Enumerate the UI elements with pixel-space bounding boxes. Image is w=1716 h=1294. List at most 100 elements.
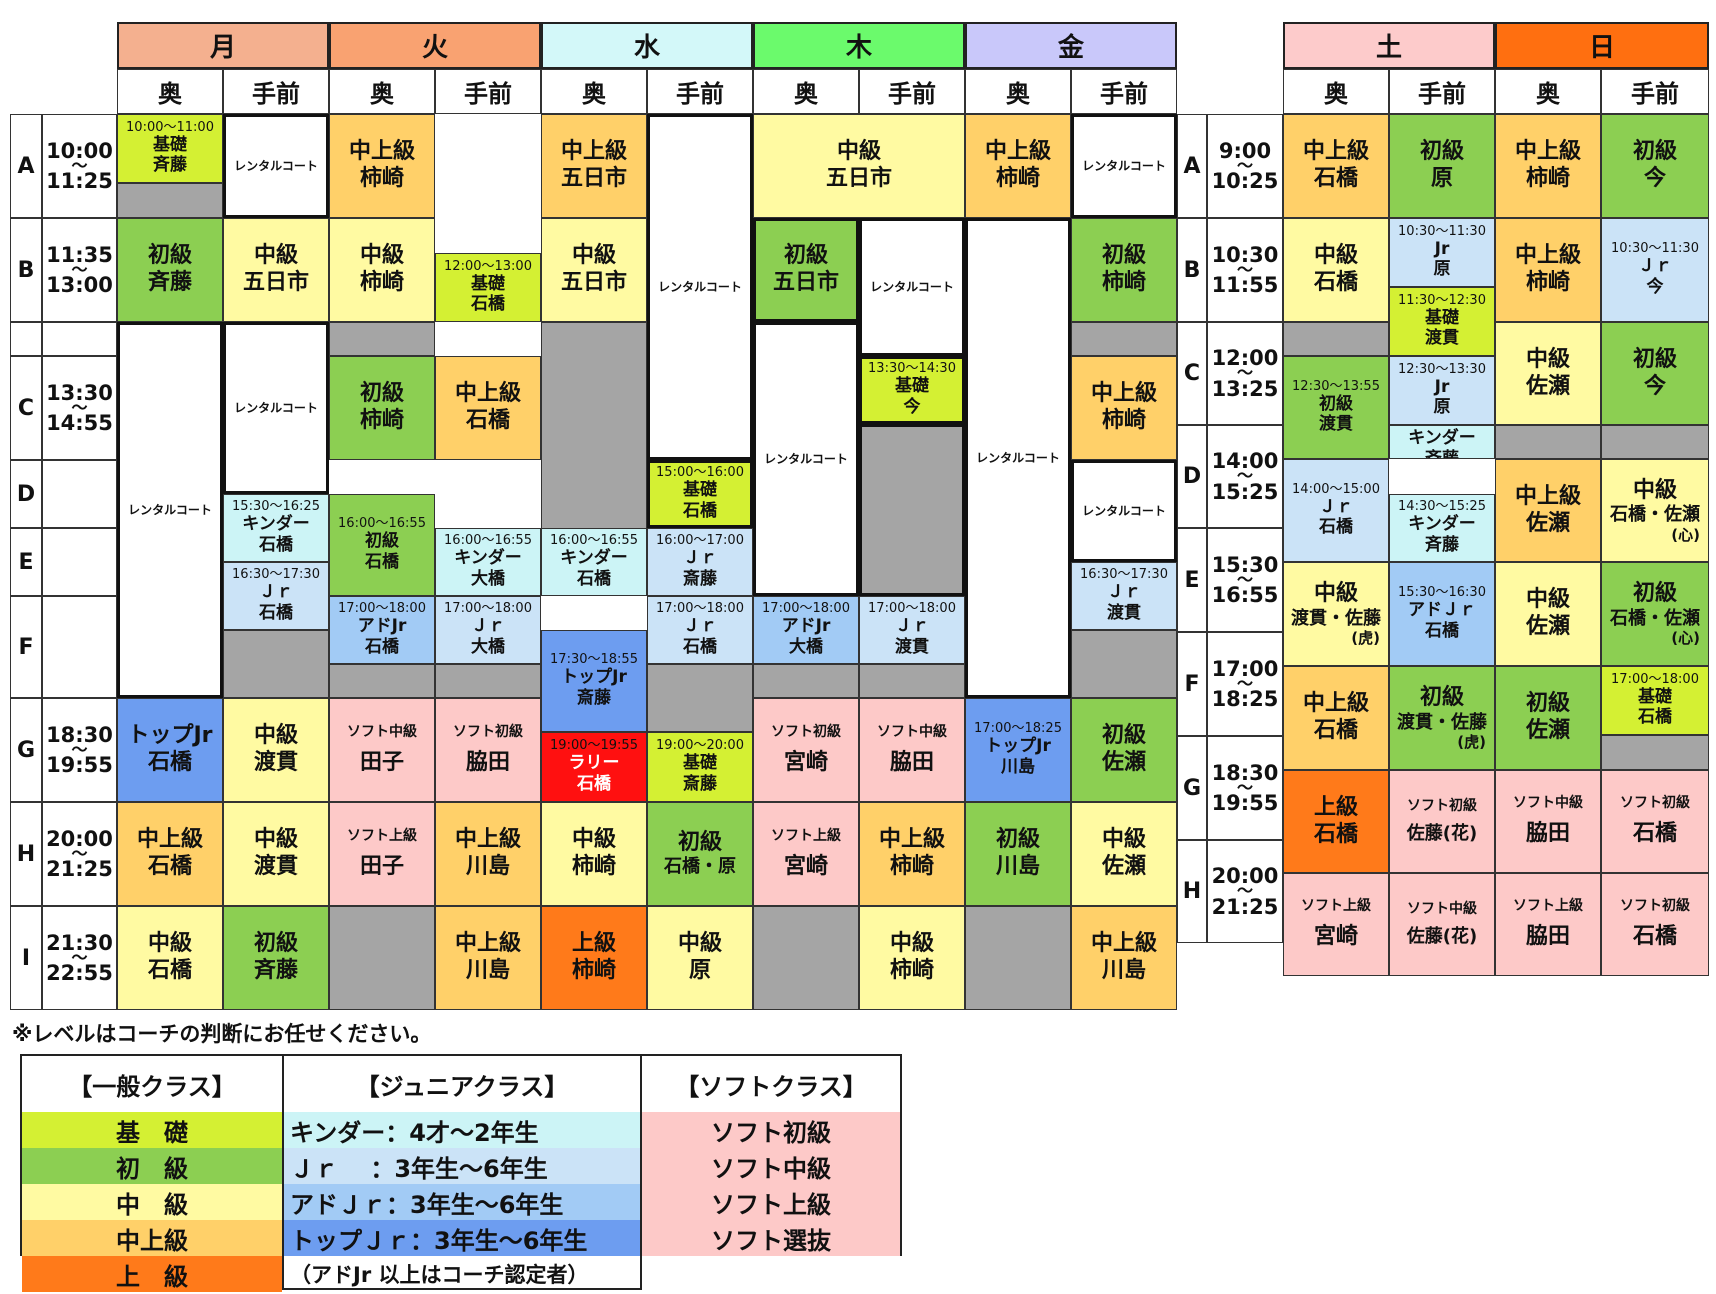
- class-slot[interactable]: 16:00～16:55 キンダー 大橋: [435, 528, 541, 596]
- rental-court-slot[interactable]: レンタルコート: [753, 322, 859, 596]
- class-slot[interactable]: 中上級 石橋: [435, 356, 541, 460]
- class-slot[interactable]: 16:00～16:55 初級 石橋: [329, 494, 435, 596]
- class-slot[interactable]: 14:30～15:25 キンダー 斉藤: [1389, 494, 1495, 562]
- rental-court-slot[interactable]: レンタルコート: [965, 218, 1071, 698]
- rental-court-slot[interactable]: レンタルコート: [1071, 114, 1177, 218]
- class-slot[interactable]: 中上級 柿崎: [1495, 114, 1601, 218]
- class-slot[interactable]: 12:00～13:00 基礎 石橋: [435, 253, 541, 322]
- class-slot[interactable]: ソフト中級 脇田: [859, 698, 965, 802]
- class-slot[interactable]: 初級 佐瀬: [1071, 698, 1177, 802]
- class-slot[interactable]: 中上級 柿崎: [329, 114, 435, 218]
- rental-court-slot[interactable]: レンタルコート: [223, 322, 329, 494]
- class-slot[interactable]: 中上級 石橋: [117, 802, 223, 906]
- class-slot[interactable]: ソフト上級 脇田: [1495, 873, 1601, 976]
- class-slot[interactable]: 中上級 川島: [1071, 906, 1177, 1010]
- class-slot[interactable]: 中級 佐瀬: [1495, 562, 1601, 666]
- class-slot[interactable]: ソフト上級 宮崎: [1283, 873, 1389, 976]
- class-slot[interactable]: 中級 石橋: [1283, 218, 1389, 322]
- class-slot[interactable]: 10:00～11:00 基礎 斉藤: [117, 114, 223, 183]
- class-slot[interactable]: ソフト初級 脇田: [435, 698, 541, 802]
- class-slot[interactable]: 17:00～18:00 アドJr 石橋: [329, 596, 435, 664]
- class-slot[interactable]: 中上級 柿崎: [1495, 218, 1601, 322]
- class-slot[interactable]: 初級原: [1389, 114, 1495, 218]
- class-slot[interactable]: 中上級 柿崎: [965, 114, 1071, 218]
- class-slot[interactable]: 中級 石橋・佐瀬 (心): [1601, 459, 1709, 562]
- class-slot[interactable]: 15:00～16:00 基礎 石橋: [647, 460, 753, 528]
- class-slot[interactable]: 中級 五日市: [223, 218, 329, 322]
- class-slot[interactable]: 中上級 川島: [435, 802, 541, 906]
- class-slot[interactable]: 中上級 川島: [435, 906, 541, 1010]
- class-slot[interactable]: 中上級 石橋: [1283, 666, 1389, 770]
- rental-court-slot[interactable]: レンタルコート: [859, 218, 965, 356]
- class-slot[interactable]: 15:30～16:30 アドＪｒ 石橋: [1389, 562, 1495, 666]
- class-slot[interactable]: 17:00～18:25 トップJr 川島: [965, 698, 1071, 802]
- class-slot[interactable]: トップJr 石橋: [117, 698, 223, 802]
- class-slot[interactable]: ソフト初級 石橋: [1601, 770, 1709, 873]
- rental-court-slot[interactable]: レンタルコート: [117, 322, 223, 698]
- class-slot[interactable]: 初級 石橋・佐瀬 (心): [1601, 562, 1709, 666]
- class-slot[interactable]: 中上級 佐瀬: [1495, 459, 1601, 562]
- class-slot[interactable]: 上級 柿崎: [541, 906, 647, 1010]
- class-slot[interactable]: 初級 川島: [965, 802, 1071, 906]
- class-slot[interactable]: ソフト中級 田子: [329, 698, 435, 802]
- class-slot[interactable]: 11:30～12:30 基礎 渡貫: [1389, 287, 1495, 356]
- class-slot[interactable]: 14:00～15:00 Ｊｒ 石橋: [1283, 459, 1389, 562]
- class-slot[interactable]: ソフト初級 佐藤(花): [1389, 770, 1495, 873]
- class-slot[interactable]: 17:00～18:00 基礎 石橋: [1601, 666, 1709, 735]
- class-slot[interactable]: 中級 柿崎: [329, 218, 435, 322]
- rental-court-slot[interactable]: レンタルコート: [647, 114, 753, 460]
- class-slot[interactable]: 中級 佐瀬: [1071, 802, 1177, 906]
- class-slot[interactable]: 中級 石橋: [117, 906, 223, 1010]
- class-slot[interactable]: 17:30～18:55 トップJr 斎藤: [541, 630, 647, 732]
- class-slot[interactable]: ソフト初級 石橋: [1601, 873, 1709, 976]
- class-slot[interactable]: 初級今: [1601, 114, 1709, 218]
- class-slot[interactable]: ソフト中級 佐藤(花): [1389, 873, 1495, 976]
- class-slot[interactable]: 中級 五日市: [541, 218, 647, 322]
- class-slot[interactable]: 13:30～14:30 基礎今: [859, 356, 965, 424]
- class-slot[interactable]: 初級 斉藤: [117, 218, 223, 322]
- class-slot[interactable]: 中級 五日市: [753, 114, 965, 218]
- class-slot[interactable]: 10:30～11:30 Ｊｒ 今: [1601, 218, 1709, 322]
- class-slot[interactable]: 初級 佐瀬: [1495, 666, 1601, 770]
- class-slot[interactable]: 初級 石橋・原: [647, 802, 753, 906]
- class-slot[interactable]: 17:00～18:00 アドJr 大橋: [753, 596, 859, 664]
- class-slot[interactable]: 初級 渡貫・佐藤 (虎): [1389, 666, 1495, 770]
- class-slot[interactable]: ソフト上級 宮崎: [753, 802, 859, 906]
- class-slot[interactable]: 中級原: [647, 906, 753, 1010]
- class-slot[interactable]: 19:00～19:55 ラリー 石橋: [541, 732, 647, 802]
- class-slot[interactable]: 初級 五日市: [753, 218, 859, 322]
- class-slot[interactable]: 10:30～11:30 Jr 原: [1389, 218, 1495, 287]
- class-slot[interactable]: 17:00～18:00 Ｊｒ 渡貫: [859, 596, 965, 664]
- class-slot[interactable]: 中級 柿崎: [859, 906, 965, 1010]
- class-slot[interactable]: 初級 柿崎: [1071, 218, 1177, 322]
- class-slot[interactable]: 中級 渡貫: [223, 698, 329, 802]
- class-slot[interactable]: 17:00～18:00 Ｊｒ 大橋: [435, 596, 541, 664]
- class-slot[interactable]: 中級 渡貫・佐藤 (虎): [1283, 562, 1389, 666]
- class-slot[interactable]: 中上級 柿崎: [859, 802, 965, 906]
- class-slot[interactable]: 19:00～20:00 基礎 斎藤: [647, 732, 753, 802]
- class-slot[interactable]: 中上級 五日市: [541, 114, 647, 218]
- class-slot[interactable]: 12:30～13:55 初級 渡貫: [1283, 356, 1389, 459]
- rental-court-slot[interactable]: レンタルコート: [223, 114, 329, 218]
- class-slot[interactable]: 16:00～16:55 キンダー 石橋: [541, 528, 647, 596]
- class-slot[interactable]: 初級 柿崎: [329, 356, 435, 460]
- class-slot[interactable]: 15:30～16:25 キンダー 石橋: [223, 494, 329, 562]
- class-slot[interactable]: 上級 石橋: [1283, 770, 1389, 873]
- class-slot[interactable]: 初級今: [1601, 322, 1709, 425]
- class-slot[interactable]: 16:30～17:30 Ｊｒ 石橋: [223, 562, 329, 630]
- class-slot[interactable]: 17:00～18:00 Ｊｒ 石橋: [647, 596, 753, 664]
- class-slot[interactable]: ソフト中級 脇田: [1495, 770, 1601, 873]
- class-slot[interactable]: 中上級 柿崎: [1071, 356, 1177, 460]
- class-slot[interactable]: ソフト初級 宮崎: [753, 698, 859, 802]
- class-slot[interactable]: 16:00～17:00 Ｊｒ 斎藤: [647, 528, 753, 596]
- class-slot[interactable]: 中級 佐瀬: [1495, 322, 1601, 425]
- class-slot[interactable]: 初級 斉藤: [223, 906, 329, 1010]
- class-slot[interactable]: 16:30～17:30 Ｊｒ 渡貫: [1071, 562, 1177, 630]
- class-slot[interactable]: ソフト上級 田子: [329, 802, 435, 906]
- class-slot[interactable]: 12:30～13:30 Jr 原: [1389, 356, 1495, 425]
- class-slot[interactable]: 中級 渡貫: [223, 802, 329, 906]
- rental-court-slot[interactable]: レンタルコート: [1071, 460, 1177, 562]
- class-slot[interactable]: 中級 柿崎: [541, 802, 647, 906]
- class-slot[interactable]: 中上級 石橋: [1283, 114, 1389, 218]
